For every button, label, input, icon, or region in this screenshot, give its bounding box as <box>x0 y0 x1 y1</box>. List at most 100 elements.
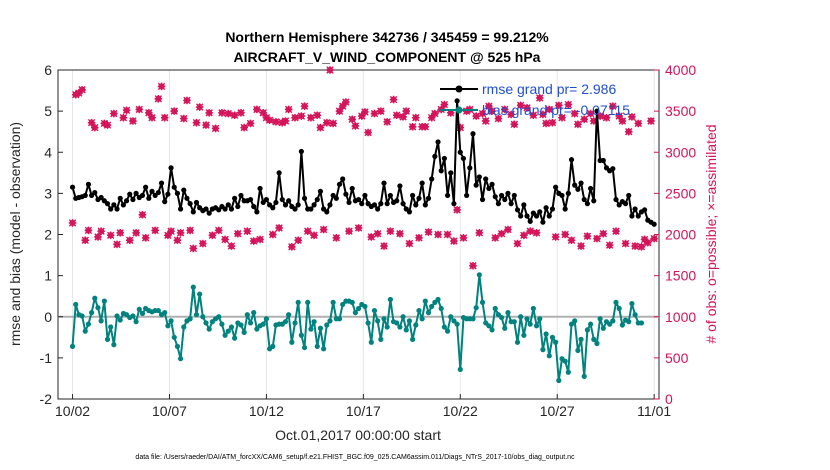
series-assimilated <box>68 66 658 270</box>
assimilated-point <box>485 102 493 110</box>
rmse-point <box>69 184 76 190</box>
rmse-point <box>225 202 231 208</box>
rmse-point <box>511 192 517 199</box>
bias-point <box>314 343 320 349</box>
rmse-point <box>498 192 505 199</box>
assimilated-point <box>297 112 306 120</box>
assimilated-point <box>100 119 109 128</box>
assimilated-point <box>275 224 283 232</box>
assimilated-point <box>319 225 328 234</box>
y-axis-left-label: rmse and bias (model - observation) <box>7 122 23 346</box>
rmse-point <box>610 166 616 172</box>
assimilated-point <box>259 108 268 117</box>
bias-point <box>597 316 603 322</box>
bias-point <box>610 318 616 324</box>
rmse-point <box>279 196 285 203</box>
rmse-point <box>104 201 111 207</box>
assimilated-point <box>87 118 96 127</box>
bias-point <box>533 323 540 329</box>
bias-point <box>155 307 161 314</box>
bias-point <box>626 319 632 325</box>
y-right-tick-label: 3000 <box>665 144 696 160</box>
assimilated-point <box>294 236 302 245</box>
x-axis: 10/02 10/07 10/12 10/17 10/22 10/27 11/01 <box>55 394 671 419</box>
assimilated-point <box>345 227 353 236</box>
bias-point <box>594 340 600 347</box>
rmse-point <box>594 108 600 114</box>
assimilated-point <box>103 121 112 129</box>
rmse-point <box>549 206 556 212</box>
rmse-point <box>476 174 482 180</box>
assimilated-point <box>205 108 214 117</box>
assimilated-point <box>389 95 398 104</box>
bias-point <box>419 316 425 322</box>
assimilated-point <box>383 118 391 126</box>
bias-point <box>92 295 98 301</box>
rmse-point <box>524 213 530 219</box>
series-bias <box>69 272 645 384</box>
bias-point <box>73 301 79 308</box>
rmse-point <box>123 198 130 204</box>
bias-point <box>451 318 457 324</box>
rmse-point <box>651 221 657 227</box>
assimilated-point <box>472 112 480 120</box>
rmse-point <box>346 199 352 206</box>
series-rmse <box>69 98 657 227</box>
bias-point <box>98 318 104 324</box>
assimilated-point <box>370 109 379 118</box>
chart-title-line2: AIRCRAFT_V_WIND_COMPONENT @ 525 hPa <box>234 49 541 65</box>
rmse-point <box>502 196 508 203</box>
assimilated-point <box>189 244 198 253</box>
rmse-point <box>416 195 422 201</box>
assimilated-point <box>316 123 325 132</box>
bias-point <box>95 305 101 311</box>
rmse-point <box>92 189 98 196</box>
assimilated-point <box>240 123 248 132</box>
assimilated-point <box>421 122 430 131</box>
bias-point <box>632 312 638 318</box>
rmse-point <box>232 195 238 201</box>
bias-point <box>111 342 117 348</box>
rmse-point <box>562 206 568 212</box>
bias-point <box>394 320 400 326</box>
assimilated-point <box>268 230 277 239</box>
bias-point <box>101 298 107 304</box>
rmse-point <box>158 180 165 186</box>
bias-point <box>222 332 228 338</box>
bias-point <box>524 316 530 322</box>
rmse-point <box>559 192 565 199</box>
assimilated-point <box>564 100 573 109</box>
assimilated-point <box>218 108 226 117</box>
rmse-point <box>282 202 289 208</box>
bias-point <box>546 353 552 359</box>
rmse-point <box>355 196 362 203</box>
rmse-point <box>263 196 270 203</box>
rmse-point <box>155 189 161 196</box>
assimilated-point <box>164 231 172 240</box>
data-file-footer: data file: /Users/raeder/DAI/ATM_forcXX/… <box>135 454 575 461</box>
rmse-point <box>470 131 476 137</box>
bias-point <box>216 314 222 320</box>
x-tick-label: 11/01 <box>637 403 671 419</box>
bias-point <box>352 310 359 316</box>
bias-line <box>71 273 642 382</box>
assimilated-point <box>523 104 531 112</box>
bias-point <box>375 318 381 324</box>
rmse-point <box>584 201 591 207</box>
rmse-point <box>298 148 304 155</box>
assimilated-point <box>529 111 538 120</box>
assimilated-point <box>574 120 582 129</box>
assimilated-point <box>637 243 646 251</box>
rmse-point <box>381 180 387 186</box>
y-left-tick-label: -1 <box>40 350 53 366</box>
rmse-point <box>622 201 629 207</box>
bias-point <box>403 327 409 333</box>
bias-point <box>457 366 463 372</box>
bias-point <box>514 339 521 345</box>
bias-point <box>139 310 146 317</box>
assimilated-point <box>628 113 636 121</box>
bias-point <box>444 328 451 334</box>
bias-point <box>340 301 346 308</box>
rmse-point <box>533 213 540 219</box>
bias-point <box>565 369 571 375</box>
